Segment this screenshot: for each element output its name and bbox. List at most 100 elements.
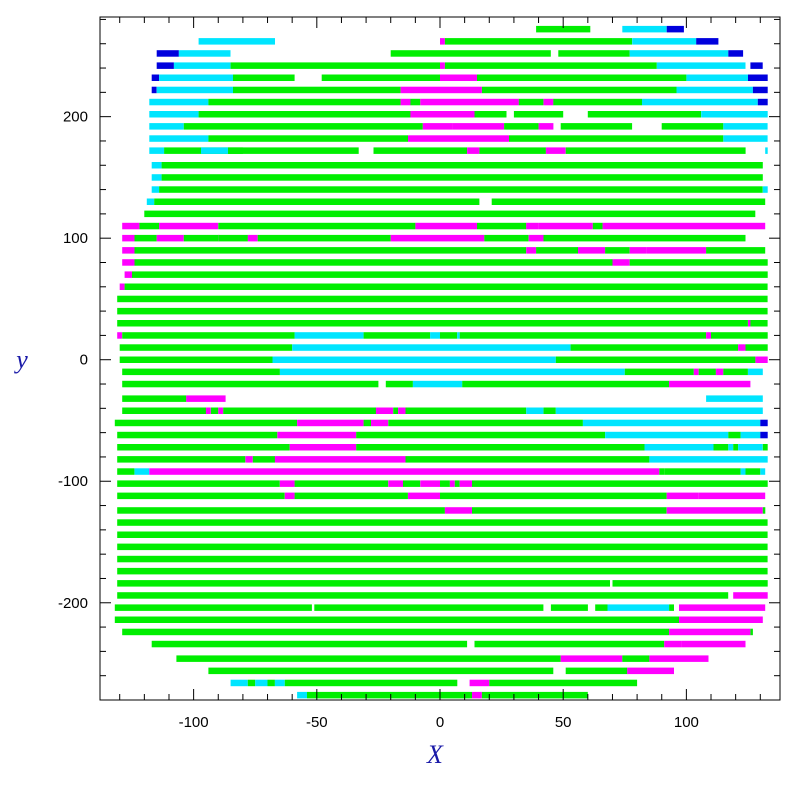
strip-segment <box>760 419 768 427</box>
strip-segment <box>706 332 711 339</box>
strip-segment <box>477 222 527 230</box>
strip-segment <box>745 344 768 351</box>
strip-segment <box>208 135 408 142</box>
strip-segment <box>156 50 179 57</box>
strip-segment <box>400 86 482 94</box>
strip-segment <box>117 456 246 463</box>
strip-segment <box>760 468 766 475</box>
strip-segment <box>740 431 761 439</box>
strip-segment <box>711 332 768 339</box>
strip-segment <box>430 332 440 339</box>
strip-segment <box>454 480 460 487</box>
strip-segment <box>208 667 554 675</box>
strip-segment <box>122 259 135 266</box>
strip-segment <box>408 135 509 142</box>
strip-segment <box>560 123 633 130</box>
strip-segment <box>139 222 160 230</box>
strip-segment <box>218 407 224 414</box>
strip-segment <box>257 234 391 242</box>
strip-segment <box>154 198 480 205</box>
strip-segment <box>208 98 401 106</box>
strip-segment <box>526 407 544 414</box>
strip-segment <box>400 98 411 106</box>
strip-segment <box>117 531 768 538</box>
strip-segment <box>459 480 472 487</box>
strip-segment <box>156 234 184 242</box>
strip-segment <box>627 667 674 675</box>
strip-segment <box>740 468 746 475</box>
strip-segment <box>624 368 694 376</box>
strip-segment <box>607 604 670 611</box>
strip-segment <box>230 62 440 69</box>
strip-segment <box>277 431 357 439</box>
strip-segment <box>669 604 674 611</box>
strip-segment <box>664 468 741 475</box>
y-tick-label: 0 <box>80 352 88 369</box>
strip-segment <box>481 86 677 94</box>
strip-segment <box>201 147 229 154</box>
strip-segment <box>565 147 746 154</box>
strip-segment <box>151 162 162 169</box>
strip-segment <box>420 98 519 106</box>
strip-segment <box>550 604 588 611</box>
strip-segment <box>701 111 768 118</box>
strip-segment <box>415 222 477 230</box>
strip-segment <box>363 419 371 427</box>
strip-segment <box>745 468 761 475</box>
strip-segment <box>134 259 613 266</box>
strip-segment <box>356 444 645 451</box>
strip-segment <box>294 480 389 487</box>
strip-segment <box>176 655 561 662</box>
strip-segment <box>198 38 275 45</box>
x-tick-label: 50 <box>555 714 572 731</box>
strip-segment <box>536 25 591 33</box>
x-tick-label: -50 <box>306 714 328 731</box>
strip-segment <box>117 555 768 563</box>
strip-segment <box>504 123 539 130</box>
strip-segment <box>536 247 578 254</box>
strip-segment <box>117 580 610 587</box>
strip-segment <box>578 247 606 254</box>
y-tick-label: -100 <box>58 473 88 490</box>
strip-segment <box>149 111 199 118</box>
strip-segment <box>356 431 605 439</box>
strip-segment <box>149 135 209 142</box>
strip-segment <box>279 368 625 376</box>
strip-segment <box>570 344 739 351</box>
strip-segment <box>284 492 295 500</box>
strip-segment <box>693 368 699 376</box>
strip-segment <box>666 25 684 33</box>
strip-segment <box>467 147 480 154</box>
strip-segment <box>388 419 583 427</box>
strip-segment <box>484 234 529 242</box>
strip-segment <box>117 431 278 439</box>
strip-segment <box>159 186 763 193</box>
strip-segment <box>765 147 768 154</box>
strip-segment <box>151 74 160 81</box>
strip-segment <box>122 332 295 339</box>
strip-segment <box>122 395 187 402</box>
strip-segment <box>565 667 628 675</box>
strip-segment <box>117 444 290 451</box>
strip-segment <box>408 492 440 500</box>
strip-segment <box>373 147 468 154</box>
strip-segment <box>117 543 768 551</box>
strip-segment <box>122 222 140 230</box>
strip-segment <box>161 162 763 169</box>
strip-segment <box>526 222 539 230</box>
strip-segment <box>489 679 638 687</box>
strip-segment <box>518 98 544 106</box>
strip-segment <box>146 198 155 205</box>
strip-segment <box>728 444 734 451</box>
strip-segment <box>247 679 256 687</box>
strip-segment <box>151 640 468 648</box>
strip-segment <box>543 98 554 106</box>
strip-segment <box>538 222 593 230</box>
strip-segment <box>230 679 248 687</box>
strip-segment <box>149 123 184 130</box>
strip-segment <box>410 111 475 118</box>
strip-segment <box>738 444 763 451</box>
strip-segment <box>605 431 729 439</box>
strip-segment <box>477 74 687 81</box>
strip-segment <box>560 655 623 662</box>
